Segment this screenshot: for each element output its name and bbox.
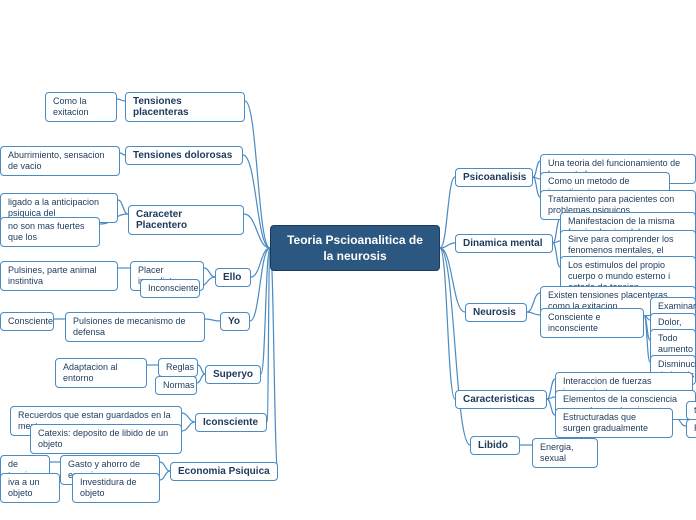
branch-node[interactable]: Tensiones dolorosas xyxy=(125,146,243,165)
leaf-node[interactable]: no son mas fuertes que los xyxy=(0,217,100,247)
branch-node[interactable]: Caracteristicas xyxy=(455,390,547,409)
branch-node[interactable]: Superyo xyxy=(205,365,261,384)
leaf-node[interactable]: teoria xyxy=(686,401,696,420)
leaf-node[interactable]: Inconsciente xyxy=(140,279,200,298)
branch-node[interactable]: Economia Psiquica xyxy=(170,462,278,481)
leaf-node[interactable]: Como la exitacion xyxy=(45,92,117,122)
leaf-node[interactable]: Reglas xyxy=(158,358,198,377)
leaf-node[interactable]: Consciente xyxy=(0,312,54,331)
leaf-node[interactable]: Catexis: deposito de libido de un objeto xyxy=(30,424,182,454)
leaf-node[interactable]: Pulsines, parte animal instintiva xyxy=(0,261,118,291)
branch-node[interactable]: Ello xyxy=(215,268,251,287)
branch-node[interactable]: Yo xyxy=(220,312,250,331)
leaf-node[interactable]: Adaptacion al entorno xyxy=(55,358,147,388)
branch-node[interactable]: Tensiones placenteras xyxy=(125,92,245,122)
leaf-node[interactable]: Restr xyxy=(686,419,696,438)
leaf-node[interactable]: Investidura de objeto xyxy=(72,473,160,503)
branch-node[interactable]: Neurosis xyxy=(465,303,527,322)
leaf-node[interactable]: Aburrimiento, sensacion de vacio xyxy=(0,146,120,176)
leaf-node[interactable]: Consciente e inconsciente xyxy=(540,308,644,338)
branch-node[interactable]: Caraceter Placentero xyxy=(128,205,244,235)
leaf-node[interactable]: Estructuradas que surgen gradualmente xyxy=(555,408,673,438)
leaf-node[interactable]: Normas xyxy=(155,376,197,395)
leaf-node[interactable]: iva a un objeto xyxy=(0,473,60,503)
branch-node[interactable]: Libido xyxy=(470,436,520,455)
branch-node[interactable]: Psicoanalisis xyxy=(455,168,533,187)
leaf-node[interactable]: Energia, sexual xyxy=(532,438,598,468)
branch-node[interactable]: Iconsciente xyxy=(195,413,267,432)
branch-node[interactable]: Dinamica mental xyxy=(455,234,553,253)
center-node[interactable]: Teoria Pscioanalitica de la neurosis xyxy=(270,225,440,271)
leaf-node[interactable]: Pulsiones de mecanismo de defensa xyxy=(65,312,205,342)
